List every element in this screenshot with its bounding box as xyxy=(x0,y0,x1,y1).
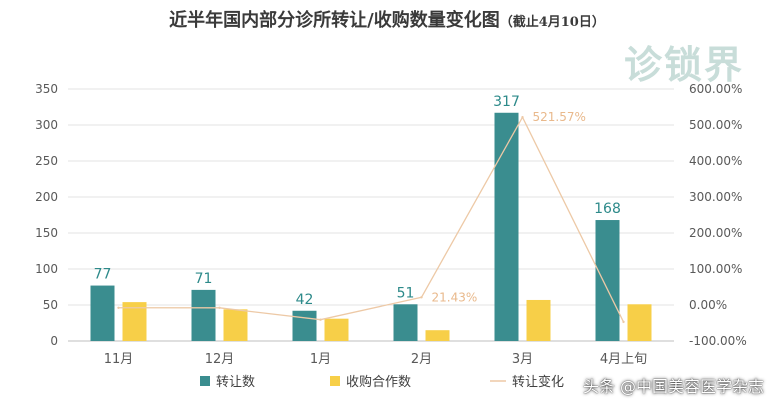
title-main: 近半年国内部分诊所转让/收购数量变化图 xyxy=(169,10,500,31)
y-right-tick-label: 300.00% xyxy=(689,190,742,204)
right-axis: -100.00% 0.00% 100.00% 200.00% 300.00% 400.00… xyxy=(689,82,747,348)
y-right-tick-label: 200.00% xyxy=(689,226,742,240)
change-point xyxy=(420,296,423,299)
legend-label-change: 转让变化 xyxy=(512,374,564,390)
legend-swatch-acquisition xyxy=(330,376,340,386)
y-left-tick-label: 100 xyxy=(35,262,58,276)
bars-layer xyxy=(90,112,652,341)
change-point xyxy=(622,320,625,324)
change-line xyxy=(118,115,625,323)
line-layer xyxy=(117,115,625,324)
acquisition-bar xyxy=(122,302,147,341)
acquisition-bar xyxy=(627,304,652,341)
x-category-label: 4月上旬 xyxy=(600,352,647,367)
legend: 转让数 收购合作数 转让变化 xyxy=(200,374,564,390)
grid-layer xyxy=(68,88,674,342)
transfer-value-label: 51 xyxy=(397,285,415,301)
y-left-tick-label: 150 xyxy=(35,226,58,240)
y-left-tick-label: 250 xyxy=(35,154,58,168)
acquisition-bar xyxy=(526,299,551,341)
transfer-value-label: 42 xyxy=(296,292,314,308)
transfer-value-label: 71 xyxy=(195,271,213,287)
transfer-bar xyxy=(494,112,519,341)
x-category-label: 2月 xyxy=(411,352,432,367)
x-category-label: 11月 xyxy=(104,352,134,367)
change-point xyxy=(521,116,524,119)
category-axis: 11月 12月 1月 2月 3月 4月上旬 xyxy=(104,352,647,367)
change-value-label: 21.43% xyxy=(432,290,478,304)
acquisition-bar xyxy=(425,330,450,341)
y-left-tick-label: 350 xyxy=(35,82,58,96)
attribution-watermark: 头条 @中国美容医学杂志 xyxy=(582,377,764,396)
data-labels: 77 71 42 51 317 168 21.43% 521.57% xyxy=(94,94,621,308)
transfer-bar xyxy=(191,289,216,341)
transfer-bar xyxy=(595,220,620,341)
x-category-label: 1月 xyxy=(310,352,331,367)
x-category-label: 3月 xyxy=(512,352,533,367)
transfer-bar xyxy=(393,304,418,341)
transfer-value-label: 317 xyxy=(493,94,520,110)
y-left-tick-label: 50 xyxy=(43,298,58,312)
x-category-label: 12月 xyxy=(205,352,235,367)
transfer-bar xyxy=(90,285,115,341)
acquisition-bar xyxy=(324,318,349,341)
title-subtitle: （截止4月10日） xyxy=(499,15,605,30)
transfer-bar xyxy=(292,310,317,341)
change-point xyxy=(117,306,120,309)
y-right-tick-label: 400.00% xyxy=(689,154,742,168)
y-left-tick-label: 0 xyxy=(50,334,58,348)
y-left-tick-label: 200 xyxy=(35,190,58,204)
y-right-tick-label: 100.00% xyxy=(689,262,742,276)
watermark-logo: 诊锁界 xyxy=(623,43,744,87)
chart-title: 近半年国内部分诊所转让/收购数量变化图（截止4月10日） xyxy=(0,6,774,32)
legend-label-acquisition: 收购合作数 xyxy=(346,374,411,390)
change-point xyxy=(218,306,221,310)
y-left-tick-label: 300 xyxy=(35,118,58,132)
change-value-label: 521.57% xyxy=(533,110,586,124)
transfer-value-label: 168 xyxy=(594,201,621,217)
change-point xyxy=(319,318,322,321)
left-axis: 0 50 100 150 200 250 300 350 xyxy=(35,82,58,348)
y-right-tick-label: -100.00% xyxy=(689,334,747,348)
y-right-tick-label: 0.00% xyxy=(689,298,727,312)
legend-label-transfer: 转让数 xyxy=(216,375,255,390)
legend-swatch-transfer xyxy=(200,376,210,386)
transfer-value-label: 77 xyxy=(94,267,112,283)
y-right-tick-label: 600.00% xyxy=(689,82,742,96)
acquisition-bar xyxy=(223,309,248,341)
y-right-tick-label: 500.00% xyxy=(689,118,742,132)
